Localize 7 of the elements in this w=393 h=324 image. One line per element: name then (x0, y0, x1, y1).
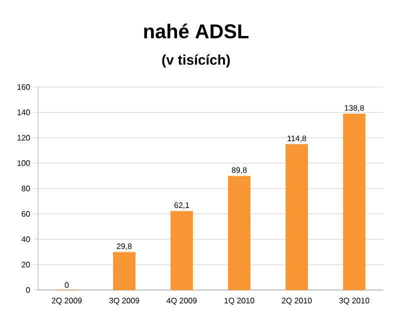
bar (113, 252, 136, 290)
bar (170, 211, 193, 290)
bar (228, 176, 250, 290)
chart-subtitle: (v tisících) (162, 54, 230, 68)
bar (286, 144, 308, 290)
bar (343, 114, 366, 290)
chart-title: nahé ADSL (144, 24, 249, 38)
